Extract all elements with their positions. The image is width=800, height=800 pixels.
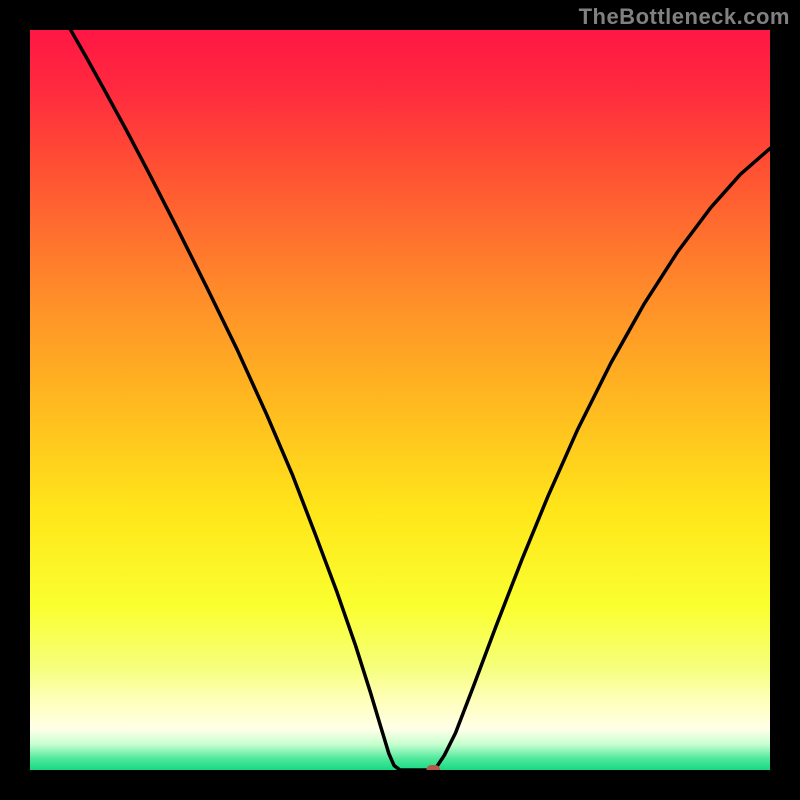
bottleneck-chart bbox=[0, 0, 800, 800]
watermark-text: TheBottleneck.com bbox=[579, 4, 790, 30]
chart-stage: TheBottleneck.com bbox=[0, 0, 800, 800]
plot-area bbox=[30, 30, 770, 775]
gradient-background bbox=[30, 30, 770, 770]
